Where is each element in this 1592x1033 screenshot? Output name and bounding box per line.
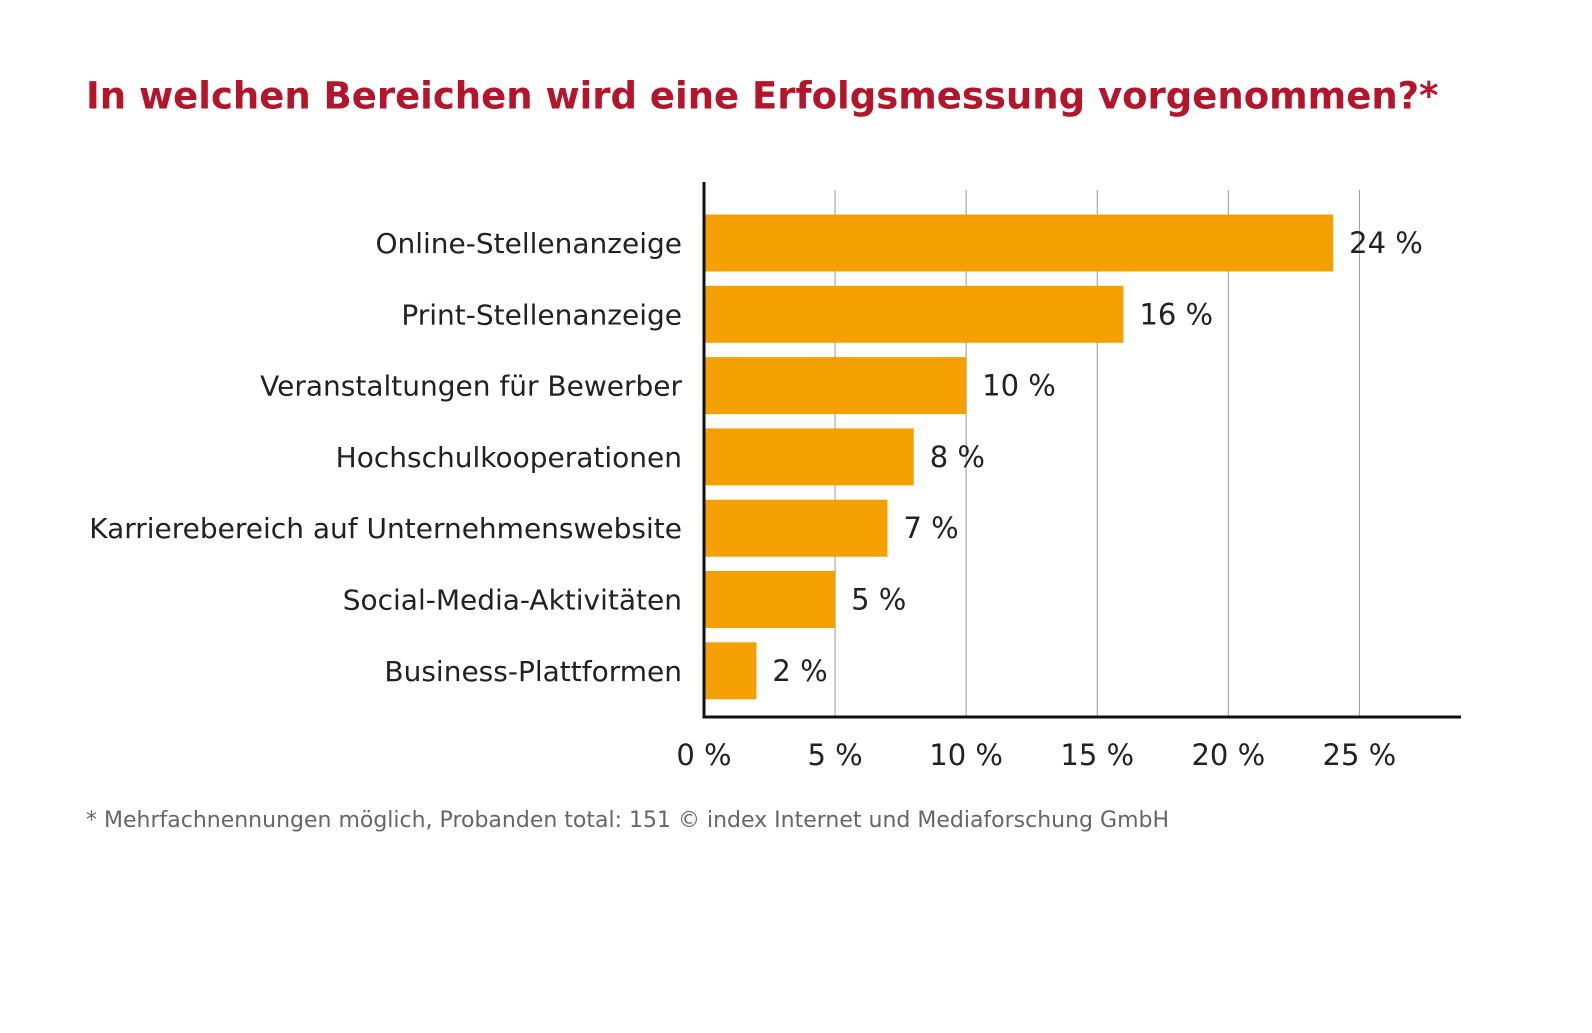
x-tick-label: 25 % (1323, 738, 1397, 772)
bar (704, 357, 967, 415)
category-label: Online-Stellenanzeige (375, 227, 682, 260)
category-label: Hochschulkooperationen (336, 441, 682, 474)
x-tick-label: 0 % (676, 738, 731, 772)
x-tick-label: 15 % (1060, 738, 1134, 772)
value-label: 10 % (982, 369, 1056, 403)
bar (704, 499, 888, 557)
bar (704, 285, 1124, 343)
footnote: * Mehrfachnennungen möglich, Probanden t… (86, 808, 1169, 833)
category-label: Business-Plattformen (384, 655, 682, 688)
bar (704, 214, 1334, 272)
bar (704, 428, 914, 486)
bar (704, 642, 757, 700)
value-label: 24 % (1349, 226, 1423, 260)
x-tick-label: 20 % (1191, 738, 1265, 772)
value-label: 7 % (904, 511, 959, 545)
value-label: 8 % (930, 440, 985, 474)
category-label: Karrierebereich auf Unternehmenswebsite (89, 512, 682, 545)
value-label: 2 % (772, 654, 827, 688)
category-label: Print-Stellenanzeige (401, 298, 682, 331)
category-label: Veranstaltungen für Bewerber (260, 370, 682, 403)
value-label: 16 % (1139, 297, 1213, 331)
category-label: Social-Media-Aktivitäten (343, 584, 682, 617)
chart-title: In welchen Bereichen wird eine Erfolgsme… (86, 75, 1438, 118)
x-tick-label: 5 % (807, 738, 862, 772)
value-label: 5 % (851, 583, 906, 617)
bar (704, 571, 836, 628)
x-tick-label: 10 % (929, 738, 1003, 772)
